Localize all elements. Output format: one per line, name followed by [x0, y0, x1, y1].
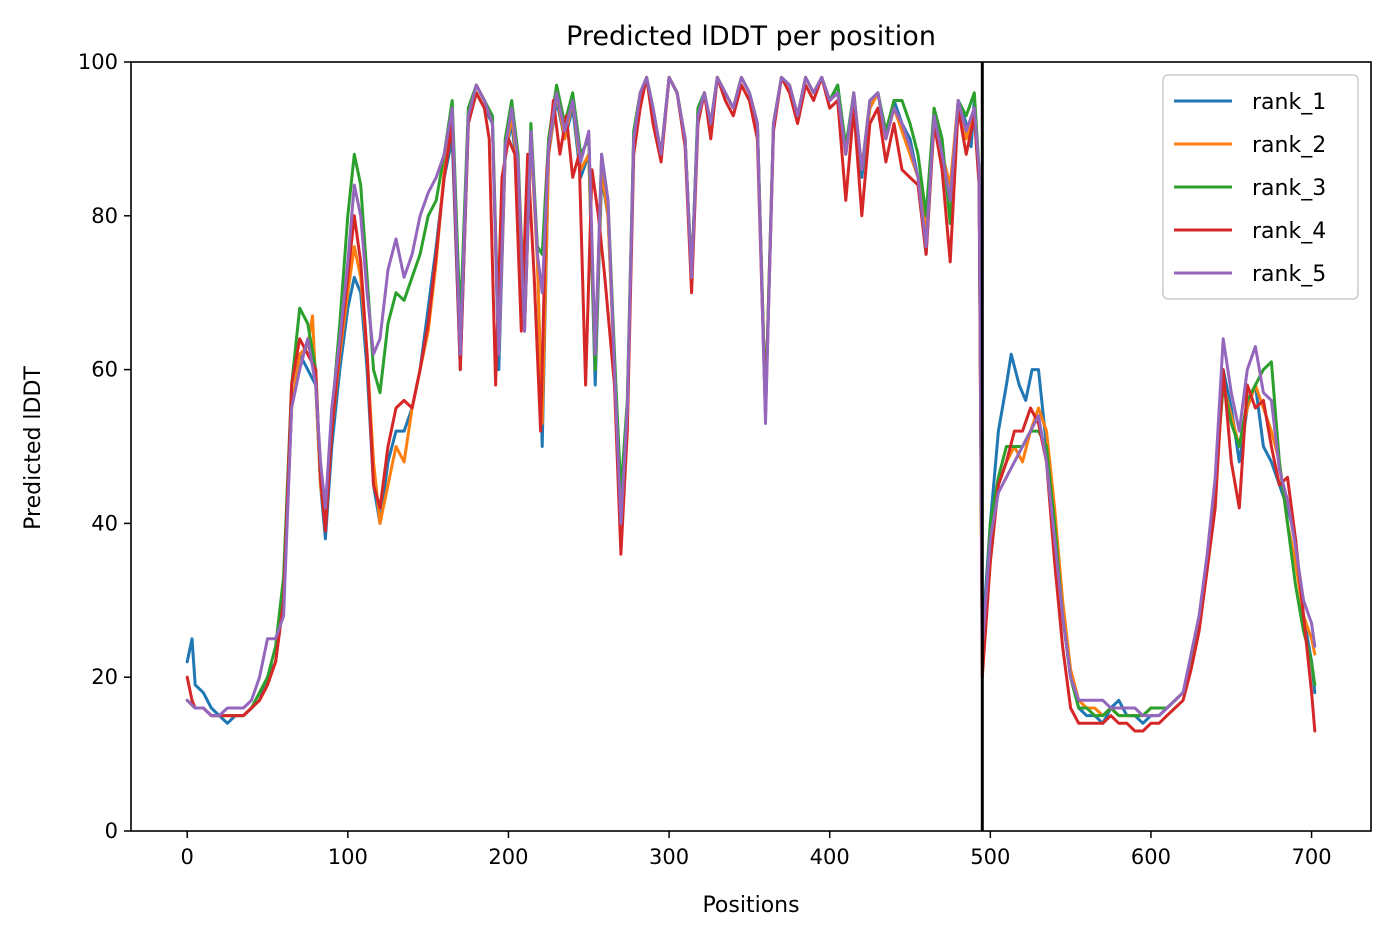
- x-tick-label: 400: [810, 845, 850, 869]
- legend-label-rank-2: rank_2: [1252, 133, 1326, 158]
- legend-label-rank-3: rank_3: [1252, 176, 1326, 201]
- chart-title: Predicted lDDT per position: [566, 21, 936, 52]
- plot-lines: [185, 75, 1317, 733]
- legend: rank_1 rank_2 rank_3 rank_4 rank_5: [1162, 74, 1359, 300]
- legend-label-rank-1: rank_1: [1252, 90, 1326, 115]
- x-tick-label: 300: [649, 845, 689, 869]
- y-axis-label: Predicted lDDT: [21, 366, 46, 530]
- x-tick-label: 100: [328, 845, 368, 869]
- y-tick-label: 80: [91, 204, 118, 228]
- x-tick-label: 500: [970, 845, 1010, 869]
- x-tick-label: 700: [1292, 845, 1332, 869]
- y-tick-label: 20: [91, 665, 118, 689]
- y-tick-label: 0: [105, 819, 118, 843]
- x-axis-label: Positions: [702, 893, 799, 918]
- legend-label-rank-5: rank_5: [1252, 262, 1326, 287]
- legend-label-rank-4: rank_4: [1252, 219, 1326, 244]
- x-tick-label: 0: [181, 845, 194, 869]
- y-tick-label: 60: [91, 358, 118, 382]
- x-tick-label: 200: [488, 845, 528, 869]
- series-line-rank-5: [185, 75, 1317, 718]
- y-axis: 0 20 40 60 80 100: [78, 50, 131, 843]
- x-axis: 0 100 200 300 400 500 600 700: [181, 831, 1332, 869]
- plot-frame: [130, 61, 1372, 832]
- x-tick-label: 600: [1131, 845, 1171, 869]
- legend-box: [1162, 74, 1359, 300]
- y-tick-label: 40: [91, 511, 118, 535]
- series-line-rank-4: [185, 75, 1317, 733]
- y-tick-label: 100: [78, 50, 118, 74]
